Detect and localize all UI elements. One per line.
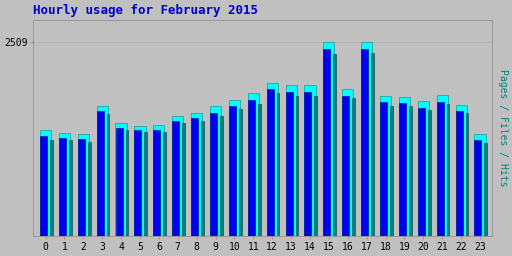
Bar bbox=[191, 118, 198, 236]
Bar bbox=[305, 86, 315, 236]
Bar bbox=[324, 49, 330, 236]
Bar bbox=[248, 100, 255, 236]
Bar bbox=[475, 140, 481, 236]
Bar bbox=[286, 92, 292, 236]
Bar bbox=[69, 140, 72, 236]
Bar bbox=[248, 93, 259, 236]
Bar bbox=[305, 92, 311, 236]
Bar bbox=[333, 54, 336, 236]
Bar bbox=[201, 121, 204, 236]
Bar bbox=[475, 134, 485, 236]
Bar bbox=[239, 109, 242, 236]
Bar bbox=[144, 132, 147, 236]
Bar bbox=[380, 102, 387, 236]
Bar bbox=[172, 121, 179, 236]
Bar bbox=[314, 95, 317, 236]
Bar bbox=[163, 132, 166, 236]
Bar bbox=[267, 89, 274, 236]
Bar bbox=[418, 108, 425, 236]
Bar bbox=[135, 130, 141, 236]
Bar bbox=[210, 106, 221, 236]
Bar bbox=[286, 86, 296, 236]
Bar bbox=[428, 110, 431, 236]
Bar bbox=[276, 93, 280, 236]
Bar bbox=[484, 143, 487, 236]
Bar bbox=[342, 89, 353, 236]
Bar bbox=[361, 49, 368, 236]
Bar bbox=[50, 140, 53, 236]
Bar bbox=[409, 106, 412, 236]
Bar bbox=[437, 95, 448, 236]
Bar bbox=[258, 104, 261, 236]
Text: Hourly usage for February 2015: Hourly usage for February 2015 bbox=[33, 4, 258, 17]
Y-axis label: Pages / Files / Hits: Pages / Files / Hits bbox=[498, 69, 508, 187]
Bar bbox=[399, 97, 410, 236]
Bar bbox=[97, 111, 103, 236]
Bar bbox=[220, 116, 223, 236]
Bar bbox=[446, 104, 450, 236]
Bar bbox=[456, 105, 466, 236]
Bar bbox=[59, 138, 66, 236]
Bar bbox=[40, 136, 47, 236]
Bar bbox=[154, 130, 160, 236]
Bar bbox=[361, 42, 372, 236]
Bar bbox=[40, 130, 51, 236]
Bar bbox=[380, 95, 391, 236]
Bar bbox=[267, 83, 278, 236]
Bar bbox=[88, 142, 91, 236]
Bar bbox=[465, 113, 468, 236]
Bar bbox=[229, 106, 236, 236]
Bar bbox=[390, 105, 393, 236]
Bar bbox=[78, 139, 85, 236]
Bar bbox=[229, 100, 240, 236]
Bar bbox=[210, 113, 217, 236]
Bar bbox=[172, 116, 183, 236]
Bar bbox=[342, 95, 349, 236]
Bar bbox=[125, 130, 129, 236]
Bar bbox=[352, 98, 355, 236]
Bar bbox=[134, 126, 145, 236]
Bar bbox=[418, 101, 429, 236]
Bar bbox=[153, 125, 164, 236]
Bar bbox=[323, 42, 334, 236]
Bar bbox=[437, 102, 444, 236]
Bar bbox=[78, 134, 89, 236]
Bar bbox=[59, 133, 70, 236]
Bar bbox=[456, 111, 462, 236]
Bar bbox=[191, 113, 202, 236]
Bar bbox=[295, 95, 298, 236]
Bar bbox=[399, 103, 406, 236]
Bar bbox=[182, 123, 185, 236]
Bar bbox=[116, 123, 126, 236]
Bar bbox=[106, 114, 110, 236]
Bar bbox=[116, 128, 122, 236]
Bar bbox=[97, 106, 108, 236]
Bar bbox=[371, 53, 374, 236]
